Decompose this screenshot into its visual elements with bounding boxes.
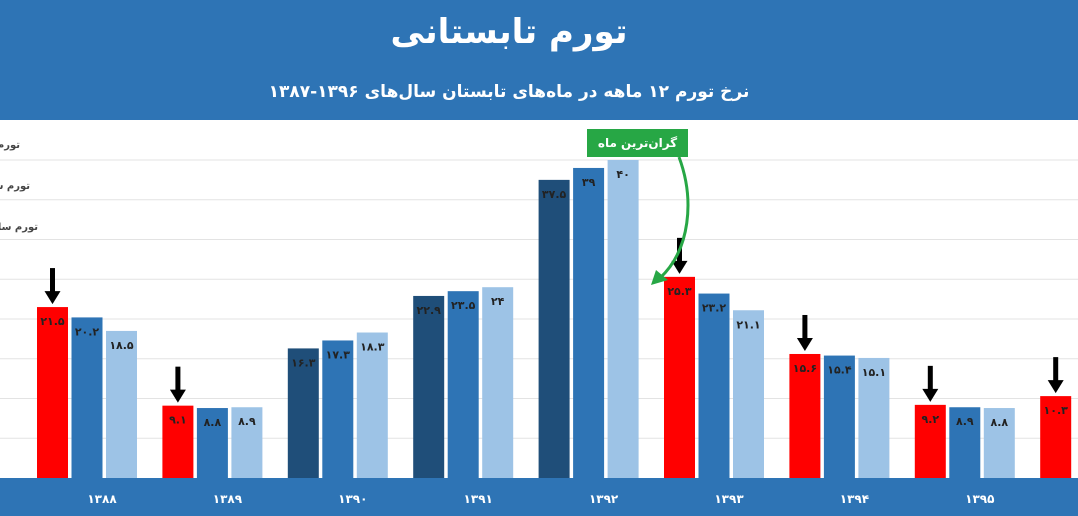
category-axis: ۱۳۸۸ ۱۳۸۹ ۱۳۹۰ ۱۳۹۱ ۱۳۹۲ ۱۳۹۳ ۱۳۹۴ ۱۳۹۵	[87, 492, 994, 506]
bar	[1040, 396, 1072, 478]
bar-value-label: ۱۷.۳	[326, 348, 351, 361]
bar	[447, 291, 479, 478]
bar-value-label: ۲۲.۹	[417, 304, 442, 317]
bar-value-label: ۲۴	[491, 295, 505, 308]
chart-header: تورم تابستانی نرخ تورم ۱۲ ماهه در ماه‌ها…	[0, 0, 1078, 120]
category-tick-label: ۱۳۸۹	[213, 492, 243, 506]
bar-value-label: ۱۰.۳	[1044, 404, 1069, 417]
bar	[858, 357, 890, 478]
bar-value-label: ۹.۱	[169, 414, 187, 427]
category-tick-label: ۱۳۹۳	[714, 492, 744, 506]
category-tick-label: ۱۳۹۱	[464, 492, 493, 506]
bar	[664, 276, 695, 478]
bar-value-label: ۱۶.۳	[291, 356, 316, 369]
bar-value-label: ۸.۸	[990, 416, 1008, 429]
bar-value-label: ۳۹	[582, 176, 596, 189]
bar	[949, 407, 981, 478]
bar-value-label: ۴۰	[616, 168, 629, 181]
bar-value-label: ۱۵.۱	[862, 366, 886, 379]
down-arrow-icon	[169, 366, 186, 403]
bar	[37, 307, 68, 478]
bar	[733, 310, 764, 478]
down-arrow-icon	[1047, 357, 1064, 394]
category-tick-label: ۱۳۸۸	[87, 492, 117, 506]
legend-series-1: تورم	[0, 140, 20, 151]
bar-value-label: ۲۰.۲	[75, 325, 100, 338]
legend-series-3: تورم سال	[0, 222, 38, 233]
bar-value-label: ۸.۹	[956, 415, 974, 428]
callout-most-expensive-month: گران‌ترین ماه	[587, 129, 688, 157]
bar-value-label: ۸.۹	[238, 415, 256, 428]
category-tick-label: ۱۳۹۰	[338, 492, 367, 506]
bar	[196, 408, 228, 478]
bar	[231, 407, 263, 478]
down-arrow-icon	[671, 237, 688, 274]
bar-value-label: ۹.۲	[921, 413, 939, 426]
bar	[287, 348, 319, 478]
bar-value-label: ۱۸.۳	[360, 341, 385, 354]
bar	[698, 293, 730, 478]
bar	[162, 405, 194, 478]
callout-arrow-icon	[651, 156, 690, 285]
bar	[322, 340, 354, 478]
bar-value-label: ۱۵.۶	[793, 362, 817, 375]
chart-title: تورم تابستانی	[390, 12, 628, 52]
bar	[914, 404, 946, 478]
bar	[413, 295, 445, 478]
bar-value-label: ۳۷.۵	[542, 188, 567, 201]
bar	[482, 287, 514, 478]
bar-value-label: ۱۸.۵	[109, 339, 134, 352]
bar	[573, 167, 605, 478]
down-arrow-icon	[922, 365, 939, 402]
category-axis-band	[0, 478, 1078, 516]
bar	[71, 317, 103, 478]
down-arrow-icon	[44, 268, 61, 305]
bar	[106, 330, 137, 478]
category-tick-label: ۱۳۹۴	[840, 492, 869, 506]
legend-series-2: تورم سا	[0, 181, 30, 192]
bar	[823, 355, 855, 478]
bar-value-label: ۱۵.۴	[827, 364, 852, 377]
bar	[607, 160, 639, 478]
bar-value-label: ۸.۸	[204, 416, 222, 429]
bar	[789, 353, 821, 478]
bar-chart: ۲۳.۳۲۱.۵۲۰.۲۱۸.۵۹.۱۸.۸۸.۹۱۶.۳۱۷.۳۱۸.۳۲۲.…	[0, 156, 1078, 478]
bar	[356, 332, 388, 478]
bar-value-label: ۲۱.۵	[40, 315, 65, 328]
category-tick-label: ۱۳۹۲	[589, 492, 619, 506]
category-tick-label: ۱۳۹۵	[965, 492, 994, 506]
bar-value-label: ۲۳.۲	[702, 302, 727, 315]
chart-subtitle: نرخ تورم ۱۲ ماهه در ماه‌های تابستان سال‌…	[268, 82, 750, 102]
bar	[538, 179, 570, 478]
bar-value-label: ۲۳.۵	[451, 299, 476, 312]
bar-value-label: ۲۱.۱	[736, 318, 760, 331]
bar-value-label: ۲۵.۳	[667, 285, 692, 298]
bar	[983, 408, 1015, 478]
down-arrow-icon	[796, 314, 813, 351]
